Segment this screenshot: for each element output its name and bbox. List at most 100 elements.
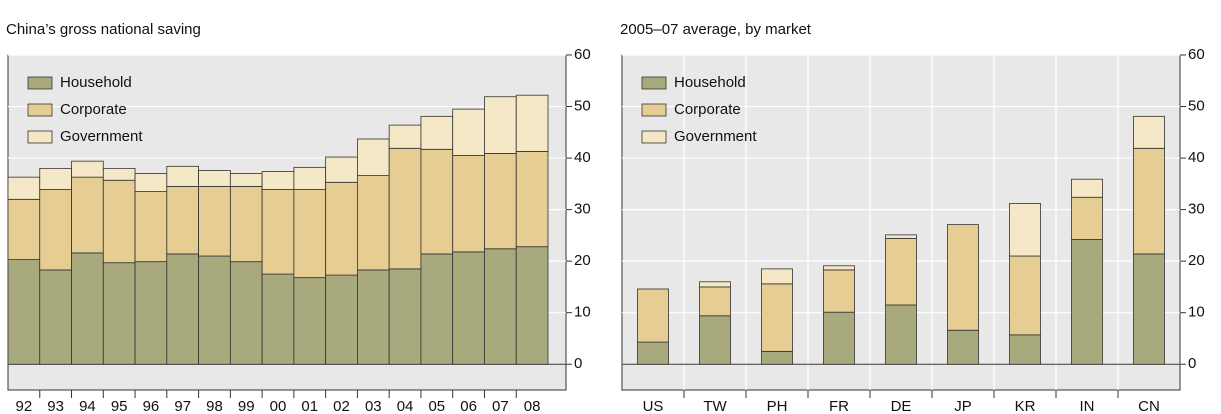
bar-segment — [7, 176, 41, 200]
bar-segment — [1133, 147, 1165, 255]
bar-segment — [885, 304, 917, 365]
bar-segment — [885, 238, 917, 306]
bar-segment — [7, 198, 41, 261]
bar-segment — [39, 167, 72, 190]
bar-segment — [102, 179, 136, 264]
bar-segment — [325, 274, 358, 365]
x-tick-label: CN — [1138, 398, 1160, 414]
bar-segment — [947, 224, 979, 331]
x-tick-label: 05 — [428, 398, 445, 414]
bar-segment — [293, 166, 327, 190]
bar-segment — [388, 147, 422, 270]
bar-segment — [420, 148, 454, 255]
bar-segment — [1071, 196, 1103, 240]
x-tick-label: 96 — [143, 398, 160, 414]
bar-segment — [134, 261, 168, 365]
x-tick-label: 07 — [492, 398, 509, 414]
bar-segment — [388, 268, 422, 365]
bar-segment — [699, 315, 731, 365]
bar-segment — [229, 261, 263, 365]
x-tick-label: 04 — [397, 398, 414, 414]
bar-segment — [515, 94, 549, 152]
bar-segment — [102, 167, 136, 181]
bar-segment — [637, 341, 669, 365]
x-tick-label: TW — [703, 398, 727, 414]
bar-segment — [325, 156, 358, 183]
bar-segment — [699, 281, 731, 288]
bar-segment — [134, 173, 168, 192]
bar-segment — [1133, 115, 1165, 149]
bar-segment — [1133, 253, 1165, 365]
legend-label: Household — [60, 74, 132, 91]
x-tick-label: 94 — [79, 398, 96, 414]
legend-label: Corporate — [674, 101, 741, 118]
bar-segment — [1009, 203, 1041, 257]
bar-segment — [134, 191, 168, 263]
bar-segment — [71, 252, 104, 365]
x-tick-label: KR — [1015, 398, 1036, 414]
y-tick-label: 60 — [574, 46, 591, 63]
bar-segment — [293, 189, 327, 279]
legend-label: Government — [674, 128, 757, 145]
y-tick-label: 60 — [1188, 46, 1205, 63]
bar-segment — [823, 269, 855, 313]
x-tick-label: 95 — [111, 398, 128, 414]
y-tick-label: 0 — [574, 355, 582, 372]
legend-swatch — [641, 103, 667, 117]
bar-segment — [761, 268, 793, 285]
bar-segment — [198, 255, 231, 365]
x-tick-label: DE — [891, 398, 912, 414]
bar-segment — [293, 277, 327, 365]
bar-segment — [229, 186, 263, 263]
bar-segment — [699, 286, 731, 317]
x-tick-label: 00 — [270, 398, 287, 414]
y-tick-label: 40 — [1188, 149, 1205, 166]
y-tick-label: 0 — [1188, 355, 1196, 372]
bar-segment — [198, 170, 231, 187]
bar-segment — [515, 150, 549, 248]
x-tick-label: 92 — [16, 398, 33, 414]
x-tick-label: 06 — [460, 398, 477, 414]
x-tick-label: US — [643, 398, 664, 414]
y-tick-label: 20 — [1188, 252, 1205, 269]
chart-title: 2005–07 average, by market — [620, 21, 812, 38]
legend-label: Corporate — [60, 101, 127, 118]
x-tick-label: JP — [954, 398, 972, 414]
bar-segment — [39, 269, 72, 365]
bar-segment — [166, 186, 199, 255]
x-tick-label: 93 — [47, 398, 64, 414]
bar-segment — [420, 115, 454, 150]
x-tick-label: 99 — [238, 398, 255, 414]
bar-segment — [484, 248, 517, 365]
x-tick-label: 98 — [206, 398, 223, 414]
x-tick-label: 01 — [301, 398, 318, 414]
bar-segment — [357, 138, 390, 176]
x-tick-label: IN — [1080, 398, 1095, 414]
y-tick-label: 20 — [574, 252, 591, 269]
bar-segment — [166, 253, 199, 365]
x-tick-label: 97 — [174, 398, 191, 414]
bar-segment — [71, 176, 104, 254]
bar-segment — [637, 288, 669, 343]
bar-segment — [1071, 239, 1103, 365]
bar-segment — [1009, 255, 1041, 336]
legend-swatch — [27, 76, 53, 90]
bar-segment — [325, 181, 358, 276]
bar-segment — [484, 96, 517, 154]
x-tick-label: 08 — [524, 398, 541, 414]
bar-segment — [229, 173, 263, 187]
y-tick-label: 40 — [574, 149, 591, 166]
y-tick-label: 30 — [574, 201, 591, 218]
legend-swatch — [641, 130, 667, 144]
bar-segment — [1071, 178, 1103, 198]
legend-swatch — [27, 103, 53, 117]
bar-segment — [885, 234, 917, 239]
bar-segment — [261, 273, 295, 365]
bar-segment — [823, 265, 855, 271]
y-tick-label: 50 — [1188, 98, 1205, 115]
bar-segment — [102, 262, 136, 365]
bar-segment — [484, 153, 517, 250]
chart-title: China’s gross national saving — [6, 21, 201, 38]
bar-segment — [947, 329, 979, 365]
bar-segment — [452, 155, 485, 253]
